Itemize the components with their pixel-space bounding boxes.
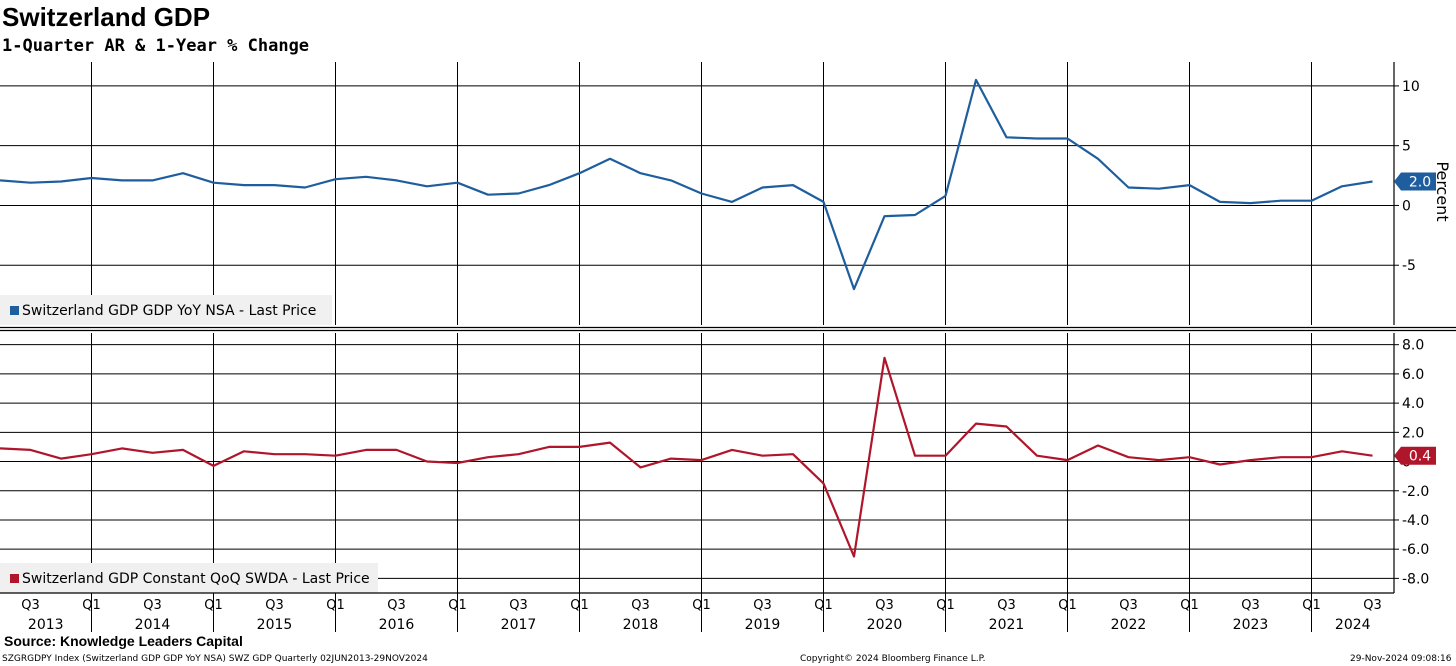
ytick-label: 0: [1402, 198, 1411, 214]
year-label: 2019: [745, 617, 781, 633]
year-label: 2016: [379, 617, 415, 633]
footer-ticker-info: SZGRGDPY Index (Switzerland GDP GDP YoY …: [2, 654, 428, 664]
ytick-label: -6.0: [1402, 542, 1429, 558]
ytick-label: 5: [1402, 139, 1411, 155]
year-label: 2021: [989, 617, 1025, 633]
chart-title: Switzerland GDP: [2, 2, 211, 32]
xtick-label: Q3: [753, 598, 772, 613]
last-value-label: 2.0: [1409, 175, 1431, 191]
ytick-label: 4.0: [1402, 396, 1424, 412]
legend-label: Switzerland GDP Constant QoQ SWDA - Last…: [22, 571, 370, 587]
footer-timestamp: 29-Nov-2024 09:08:16: [1350, 654, 1452, 664]
xtick-label: Q3: [1119, 598, 1138, 613]
year-label: 2014: [135, 617, 171, 633]
year-label: 2013: [28, 617, 64, 633]
xtick-label: Q3: [875, 598, 894, 613]
xtick-label: Q3: [143, 598, 162, 613]
year-label: 2022: [1111, 617, 1147, 633]
ytick-label: -8.0: [1402, 571, 1429, 587]
legend-box: [0, 563, 378, 593]
series-line: [0, 78, 1373, 291]
ytick-label: -2.0: [1402, 484, 1429, 500]
year-label: 2020: [867, 617, 903, 633]
year-label: 2015: [257, 617, 293, 633]
legend-label: Switzerland GDP GDP YoY NSA - Last Price: [22, 303, 316, 319]
last-value-tag: [1394, 172, 1436, 191]
legend-swatch: [10, 574, 19, 583]
xtick-label: Q3: [387, 598, 406, 613]
xtick-label: Q3: [1241, 598, 1260, 613]
ytick-label: -5: [1402, 258, 1416, 274]
year-label: 2017: [501, 617, 537, 633]
year-label: 2024: [1335, 617, 1371, 633]
source-note: Source: Knowledge Leaders Capital: [4, 633, 243, 649]
footer-copyright: Copyright© 2024 Bloomberg Finance L.P.: [800, 654, 986, 664]
y-axis-label: Percent: [1433, 161, 1452, 221]
ytick-label: 10: [1402, 79, 1420, 95]
xtick-label: Q3: [997, 598, 1016, 613]
ytick-label: -4.0: [1402, 513, 1429, 529]
xtick-label: Q3: [631, 598, 650, 613]
last-value-label: 0.4: [1409, 449, 1431, 465]
year-label: 2023: [1233, 617, 1269, 633]
xtick-label: Q3: [21, 598, 40, 613]
xtick-label: Q3: [1363, 598, 1382, 613]
ytick-label: 8.0: [1402, 338, 1424, 354]
ytick-label: 6.0: [1402, 367, 1424, 383]
ytick-label: 2.0: [1402, 425, 1424, 441]
legend-swatch: [10, 306, 19, 315]
legend-box: [0, 295, 332, 325]
xtick-label: Q3: [509, 598, 528, 613]
year-label: 2018: [623, 617, 659, 633]
series-line: [0, 356, 1373, 558]
xtick-label: Q3: [265, 598, 284, 613]
chart-subtitle: 1-Quarter AR & 1-Year % Change: [2, 36, 310, 56]
last-value-tag: [1394, 446, 1436, 465]
